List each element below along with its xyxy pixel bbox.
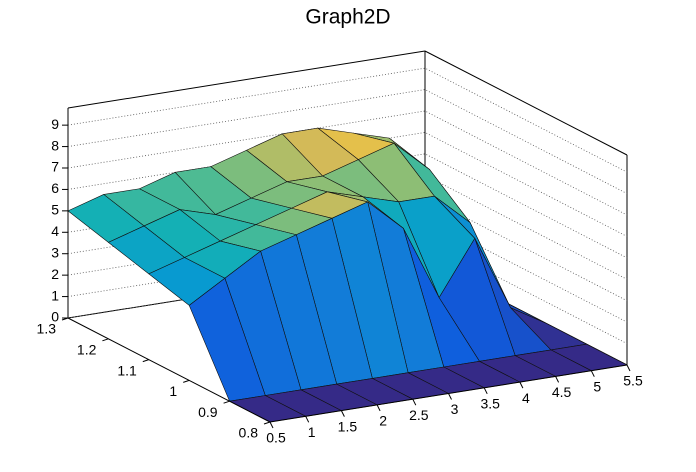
- x-tick-label: 3: [451, 401, 459, 417]
- y-tick-label: 0.9: [198, 404, 218, 420]
- z-tick-label: 3: [51, 244, 59, 260]
- z-tick-label: 9: [51, 116, 59, 132]
- x-tick-label: 0.5: [266, 430, 286, 446]
- x-tick-label: 4: [522, 390, 530, 406]
- box-edge: [67, 50, 426, 109]
- x-tick-label: 5.5: [623, 373, 643, 389]
- grid-line: [67, 89, 628, 194]
- y-tick-label: 1: [169, 383, 177, 399]
- z-tick-label: 1: [51, 287, 59, 303]
- tick-mark: [305, 416, 310, 423]
- grid-line: [67, 67, 628, 173]
- tick-mark: [61, 317, 69, 321]
- x-tick-label: 3.5: [480, 396, 500, 412]
- tick-mark: [626, 364, 631, 372]
- tick-mark: [412, 398, 417, 406]
- tick-mark: [263, 421, 271, 425]
- x-tick-label: 2.5: [409, 407, 429, 423]
- tick-mark: [102, 338, 109, 342]
- tick-mark: [183, 379, 190, 383]
- x-tick-label: 4.5: [552, 384, 572, 400]
- z-tick-label: 0: [51, 309, 59, 325]
- z-tick-label: 5: [51, 202, 59, 218]
- tick-mark: [223, 400, 230, 404]
- x-tick-label: 1: [308, 424, 316, 440]
- z-tick-label: 4: [51, 223, 59, 239]
- z-tick-label: 7: [51, 159, 59, 175]
- tick-mark: [483, 387, 488, 395]
- x-tick-label: 1.5: [338, 418, 358, 434]
- tick-mark: [142, 359, 149, 363]
- y-tick-label: 0.8: [239, 425, 259, 441]
- tick-mark: [376, 404, 381, 412]
- z-tick-label: 2: [51, 266, 59, 282]
- grid-line: [67, 110, 628, 216]
- tick-mark: [519, 381, 524, 389]
- y-tick-label: 1.3: [37, 321, 57, 337]
- tick-mark: [340, 410, 345, 417]
- tick-mark: [555, 376, 560, 383]
- y-tick-label: 1.2: [77, 342, 97, 358]
- tick-mark: [590, 370, 595, 377]
- x-tick-label: 5: [593, 378, 601, 394]
- tick-mark: [269, 421, 274, 429]
- box-edge: [424, 50, 628, 156]
- chart-title: Graph2D: [305, 6, 390, 29]
- z-tick-label: 8: [51, 137, 59, 153]
- z-tick-label: 6: [51, 180, 59, 196]
- tick-mark: [448, 393, 452, 400]
- y-tick-label: 1.1: [117, 362, 137, 378]
- x-tick-label: 2: [379, 413, 387, 429]
- y-axis: [67, 317, 271, 423]
